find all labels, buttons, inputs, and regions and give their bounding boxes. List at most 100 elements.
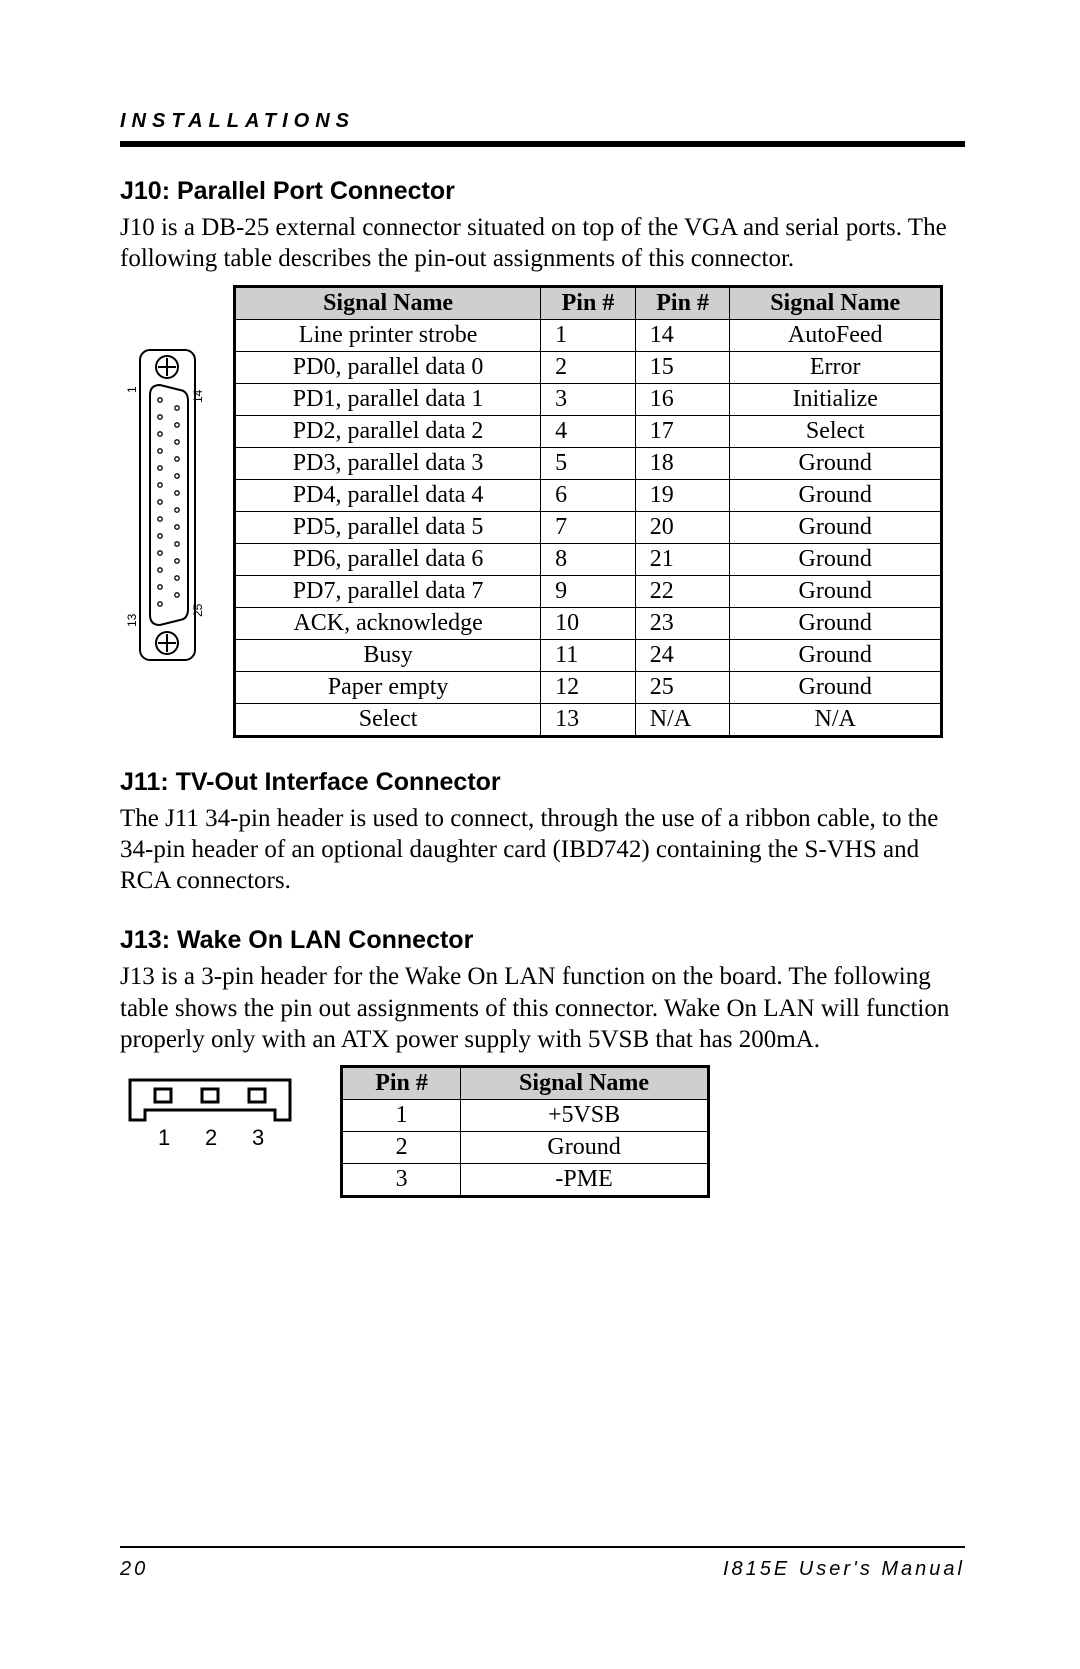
j10-body: J10 is a DB-25 external connector situat… (120, 212, 965, 275)
table-cell: Select (235, 703, 541, 736)
j13-block: 1 2 3 Pin # Signal Name 1+5VSB2Ground3-P… (120, 1065, 965, 1198)
table-cell: 7 (541, 511, 636, 543)
table-cell: 3 (541, 383, 636, 415)
table-cell: 15 (635, 351, 730, 383)
header-rule (120, 141, 965, 147)
svg-text:1: 1 (125, 386, 139, 393)
page-number: 20 (120, 1558, 148, 1581)
table-row: PD2, parallel data 2417Select (235, 415, 942, 447)
table-cell: 1 (342, 1100, 461, 1132)
table-cell: +5VSB (461, 1100, 709, 1132)
table-cell: 19 (635, 479, 730, 511)
table-cell: PD5, parallel data 5 (235, 511, 541, 543)
table-cell: 21 (635, 543, 730, 575)
table-cell: Error (730, 351, 942, 383)
table-row: 2Ground (342, 1132, 709, 1164)
j13-title: J13: Wake On LAN Connector (120, 926, 965, 955)
table-row: PD3, parallel data 3518Ground (235, 447, 942, 479)
table-cell: PD3, parallel data 3 (235, 447, 541, 479)
table-cell: 24 (635, 639, 730, 671)
section-header: INSTALLATIONS (120, 110, 965, 133)
table-cell: Ground (730, 447, 942, 479)
j11-body: The J11 34-pin header is used to connect… (120, 803, 965, 897)
table-row: ACK, acknowledge1023Ground (235, 607, 942, 639)
table-cell: PD2, parallel data 2 (235, 415, 541, 447)
table-cell: 20 (635, 511, 730, 543)
table-cell: Select (730, 415, 942, 447)
table-cell: Ground (730, 639, 942, 671)
table-row: PD1, parallel data 1316Initialize (235, 383, 942, 415)
col-signal-right: Signal Name (730, 286, 942, 319)
table-cell: Initialize (730, 383, 942, 415)
j10-pinout-table: Signal Name Pin # Pin # Signal Name Line… (233, 285, 943, 738)
table-cell: Ground (730, 479, 942, 511)
table-row: Busy1124Ground (235, 639, 942, 671)
table-cell: ACK, acknowledge (235, 607, 541, 639)
table-cell: Ground (730, 671, 942, 703)
j10-title: J10: Parallel Port Connector (120, 177, 965, 206)
table-cell: N/A (635, 703, 730, 736)
table-row: Paper empty1225Ground (235, 671, 942, 703)
table-cell: Paper empty (235, 671, 541, 703)
table-cell: Ground (730, 575, 942, 607)
table-row: PD0, parallel data 0215Error (235, 351, 942, 383)
svg-text:25: 25 (191, 603, 205, 617)
table-cell: Ground (730, 543, 942, 575)
col-signal: Signal Name (461, 1067, 709, 1100)
table-cell: 5 (541, 447, 636, 479)
table-cell: 1 (541, 319, 636, 351)
table-cell: Line printer strobe (235, 319, 541, 351)
table-cell: 13 (541, 703, 636, 736)
table-cell: Ground (730, 607, 942, 639)
table-cell: Ground (730, 511, 942, 543)
table-row: PD6, parallel data 6821Ground (235, 543, 942, 575)
table-cell: -PME (461, 1164, 709, 1197)
table-cell: PD7, parallel data 7 (235, 575, 541, 607)
col-signal-left: Signal Name (235, 286, 541, 319)
svg-text:13: 13 (125, 613, 139, 627)
table-cell: 14 (635, 319, 730, 351)
table-row: PD5, parallel data 5720Ground (235, 511, 942, 543)
table-cell: PD6, parallel data 6 (235, 543, 541, 575)
table-cell: PD1, parallel data 1 (235, 383, 541, 415)
table-row: 3-PME (342, 1164, 709, 1197)
table-row: Select13N/AN/A (235, 703, 942, 736)
table-cell: 23 (635, 607, 730, 639)
page: INSTALLATIONS J10: Parallel Port Connect… (0, 0, 1080, 1669)
table-cell: Ground (461, 1132, 709, 1164)
table-cell: 2 (541, 351, 636, 383)
table-cell: 18 (635, 447, 730, 479)
col-pin-right: Pin # (635, 286, 730, 319)
db25-connector-icon: 1 14 13 25 (120, 345, 215, 665)
table-cell: 4 (541, 415, 636, 447)
j13-body: J13 is a 3-pin header for the Wake On LA… (120, 961, 965, 1055)
table-cell: 3 (342, 1164, 461, 1197)
table-row: PD4, parallel data 4619Ground (235, 479, 942, 511)
table-cell: Busy (235, 639, 541, 671)
table-cell: 16 (635, 383, 730, 415)
table-cell: 25 (635, 671, 730, 703)
col-pin: Pin # (342, 1067, 461, 1100)
table-row: PD7, parallel data 7922Ground (235, 575, 942, 607)
table-cell: 2 (342, 1132, 461, 1164)
svg-text:1: 1 (158, 1125, 170, 1150)
table-cell: 9 (541, 575, 636, 607)
table-cell: 10 (541, 607, 636, 639)
table-header-row: Pin # Signal Name (342, 1067, 709, 1100)
table-row: 1+5VSB (342, 1100, 709, 1132)
svg-text:2: 2 (205, 1125, 217, 1150)
three-pin-header-icon: 1 2 3 (120, 1065, 300, 1165)
table-row: Line printer strobe114AutoFeed (235, 319, 942, 351)
table-cell: PD0, parallel data 0 (235, 351, 541, 383)
svg-text:3: 3 (252, 1125, 264, 1150)
footer-rule (120, 1546, 965, 1548)
table-header-row: Signal Name Pin # Pin # Signal Name (235, 286, 942, 319)
table-cell: N/A (730, 703, 942, 736)
table-cell: 12 (541, 671, 636, 703)
footer-title: I815E User's Manual (723, 1558, 965, 1581)
j13-pinout-table: Pin # Signal Name 1+5VSB2Ground3-PME (340, 1065, 710, 1198)
table-cell: 11 (541, 639, 636, 671)
col-pin-left: Pin # (541, 286, 636, 319)
j10-block: 1 14 13 25 Signal Name Pin # Pin # Signa… (120, 285, 965, 738)
table-cell: PD4, parallel data 4 (235, 479, 541, 511)
